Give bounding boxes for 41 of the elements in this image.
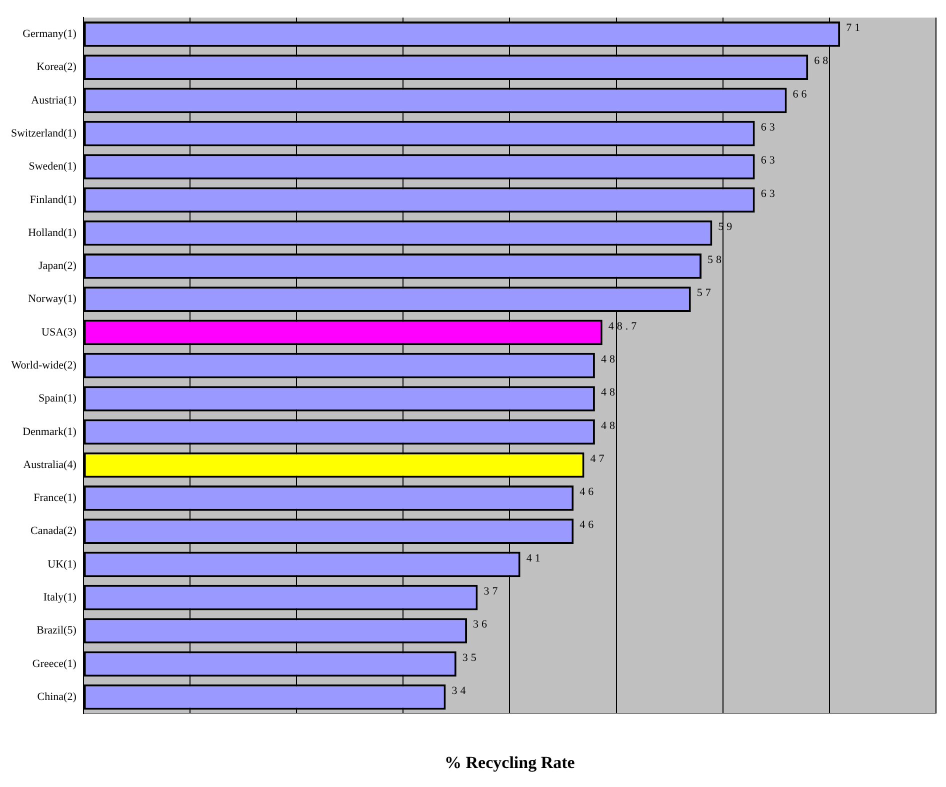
- data-label: 63: [760, 154, 778, 167]
- y-tick-label: Norway(1): [28, 293, 77, 306]
- data-label: 34: [452, 684, 469, 697]
- data-label: 71: [846, 22, 864, 34]
- y-tick-label: World-wide(2): [11, 359, 77, 372]
- y-tick-label: Greece(1): [32, 658, 77, 670]
- y-tick-label: Brazil(5): [36, 624, 77, 637]
- x-axis-title: % Recycling Rate: [444, 753, 576, 772]
- y-tick-label: Germany(1): [22, 28, 77, 40]
- y-tick-label: Canada(2): [30, 525, 77, 538]
- y-tick-label: UK(1): [48, 558, 77, 570]
- data-label: 68: [814, 55, 832, 68]
- y-tick-label: China(2): [37, 690, 77, 703]
- data-label: 46: [580, 486, 597, 498]
- y-tick-label: France(1): [34, 492, 77, 504]
- y-tick-label: Switzerland(1): [10, 127, 77, 140]
- data-label: 58: [708, 254, 725, 266]
- data-label: 57: [696, 287, 714, 300]
- data-label: 48: [600, 420, 618, 432]
- data-label: 63: [760, 121, 778, 134]
- y-tick-label: Holland(1): [28, 226, 77, 239]
- data-label: 47: [590, 452, 608, 465]
- data-label: 63: [760, 188, 778, 200]
- y-tick-label: Spain(1): [38, 392, 77, 405]
- data-label: 36: [473, 618, 490, 631]
- y-tick-label: Japan(2): [38, 260, 77, 272]
- y-tick-label: Australia(4): [23, 458, 77, 471]
- data-label: 48: [600, 353, 618, 366]
- y-tick-label: Finland(1): [30, 194, 77, 206]
- y-tick-label: Denmark(1): [22, 426, 77, 438]
- y-tick-label: Italy(1): [43, 591, 77, 604]
- data-label: 37: [484, 585, 501, 598]
- data-label: 66: [792, 88, 810, 100]
- data-label: 48: [600, 386, 618, 399]
- data-label: 46: [580, 519, 597, 532]
- data-label: 35: [462, 652, 480, 664]
- y-tick-label: Korea(2): [36, 61, 77, 74]
- data-label: 41: [526, 552, 544, 564]
- y-tick-label: Sweden(1): [28, 160, 77, 173]
- y-tick-label: USA(3): [42, 326, 77, 338]
- y-tick-label: Austria(1): [31, 94, 77, 106]
